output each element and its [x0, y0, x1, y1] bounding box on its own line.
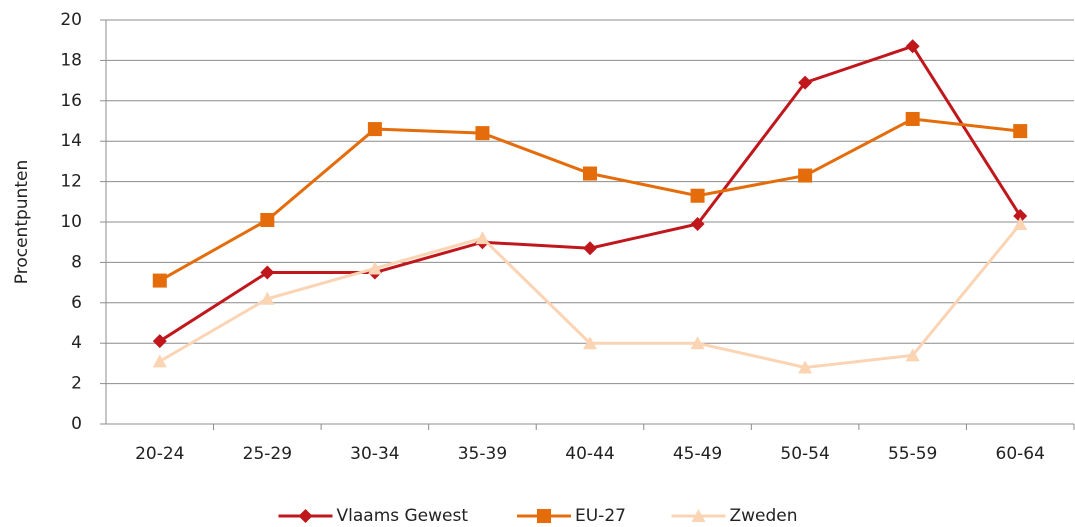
marker: [152, 334, 167, 349]
x-tick-label: 60-64: [996, 444, 1045, 464]
y-tick-label: 0: [71, 414, 82, 434]
marker: [475, 126, 490, 141]
marker: [1013, 217, 1028, 231]
y-tick-label: 16: [60, 91, 82, 111]
marker: [152, 354, 167, 368]
marker: [583, 166, 597, 181]
marker: [152, 273, 167, 288]
y-axis-label: Procentpunten: [12, 160, 32, 284]
x-tick-label: 30-34: [350, 444, 399, 464]
marker: [905, 348, 920, 362]
marker: [537, 509, 551, 523]
y-tick-label: 6: [71, 293, 82, 313]
marker: [367, 122, 382, 137]
marker: [260, 291, 275, 305]
x-tick-label: 35-39: [458, 444, 507, 464]
marker: [691, 509, 706, 522]
legend-label: EU-27: [575, 506, 626, 526]
x-tick-label: 50-54: [780, 444, 829, 464]
y-tick-label: 18: [60, 50, 82, 70]
marker: [905, 111, 920, 126]
x-tick-label: 25-29: [243, 444, 292, 464]
marker: [583, 241, 597, 256]
marker: [798, 75, 813, 90]
marker: [798, 168, 813, 183]
marker: [690, 336, 705, 350]
series-line: [159, 117, 1021, 282]
marker: [298, 509, 313, 523]
marker: [905, 39, 920, 54]
y-tick-label: 4: [71, 333, 82, 353]
marker: [260, 212, 275, 227]
legend-label: Vlaams Gewest: [337, 506, 469, 526]
x-tick-label: 40-44: [565, 444, 614, 464]
x-tick-label: 45-49: [673, 444, 722, 464]
marker: [260, 265, 275, 280]
marker: [475, 231, 490, 245]
y-tick-label: 14: [60, 131, 82, 151]
marker: [367, 261, 382, 275]
y-tick-label: 12: [60, 172, 82, 192]
series-line: [158, 44, 1022, 343]
x-tick-label: 20-24: [135, 444, 184, 464]
marker: [1013, 208, 1028, 223]
marker: [583, 336, 597, 350]
marker: [798, 360, 813, 374]
marker: [1013, 124, 1028, 139]
y-tick-label: 2: [71, 374, 82, 394]
y-tick-label: 20: [60, 10, 82, 30]
x-tick-label: 55-59: [888, 444, 937, 464]
legend-label: Zweden: [730, 506, 798, 526]
marker: [690, 188, 705, 203]
marker: [690, 217, 705, 232]
y-tick-label: 8: [71, 252, 82, 272]
y-tick-label: 10: [60, 212, 82, 232]
